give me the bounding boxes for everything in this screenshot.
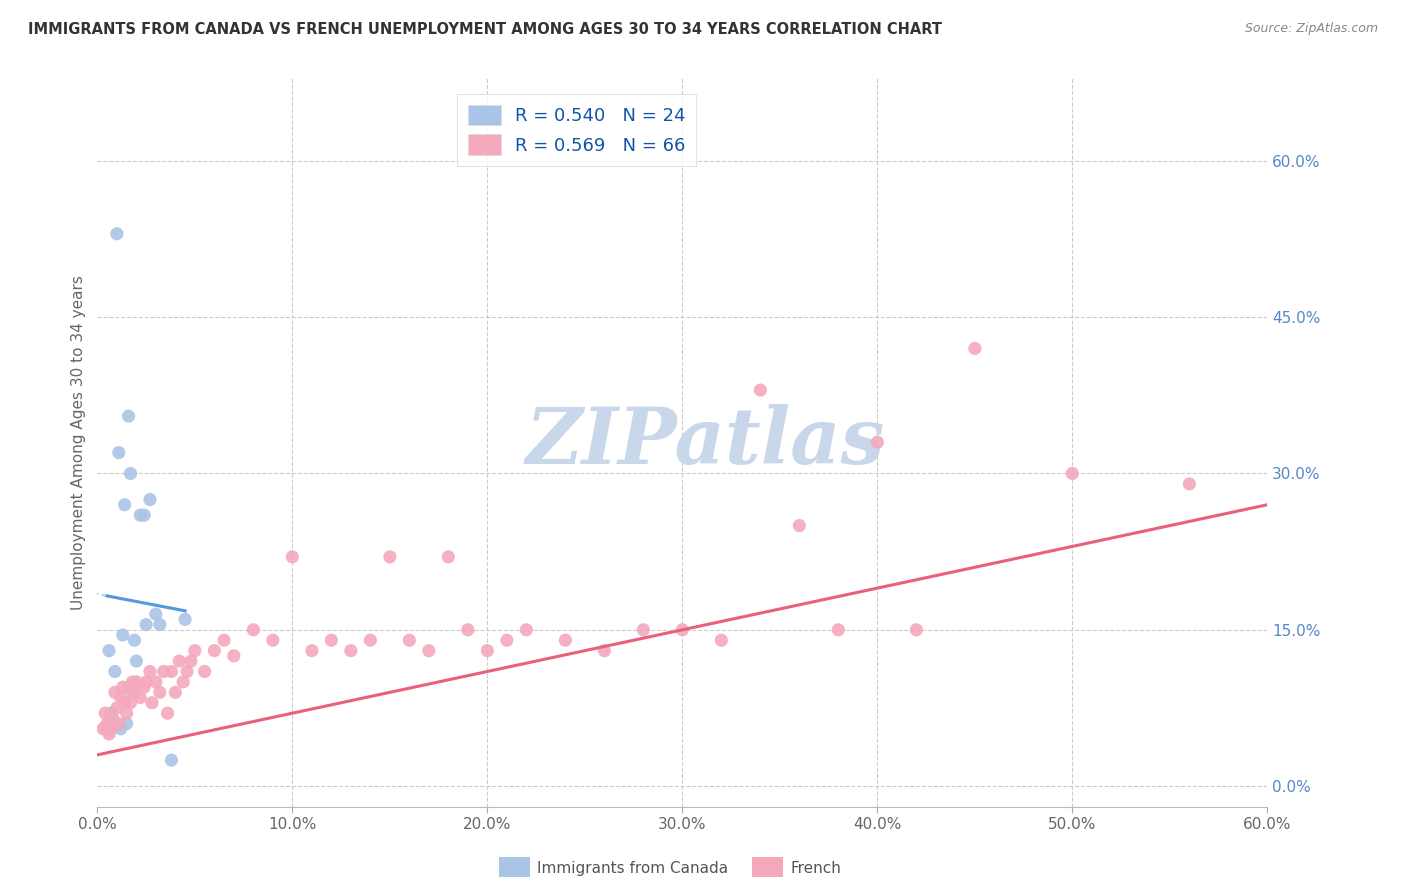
Point: [184, 643, 207, 657]
Point: [398, 633, 420, 648]
Point: [98, 727, 121, 741]
Point: [125, 654, 148, 668]
Point: [100, 722, 122, 736]
Point: [515, 623, 537, 637]
Point: [149, 617, 172, 632]
Point: [139, 665, 162, 679]
Point: [554, 633, 576, 648]
Text: IMMIGRANTS FROM CANADA VS FRENCH UNEMPLOYMENT AMONG AGES 30 TO 34 YEARS CORRELAT: IMMIGRANTS FROM CANADA VS FRENCH UNEMPLO…: [28, 22, 942, 37]
Point: [212, 633, 235, 648]
Point: [120, 467, 142, 481]
Point: [176, 665, 198, 679]
Point: [117, 409, 139, 424]
Point: [152, 665, 174, 679]
Point: [1178, 476, 1201, 491]
Point: [477, 643, 499, 657]
Point: [96, 716, 118, 731]
Point: [160, 665, 183, 679]
Point: [160, 753, 183, 767]
Point: [1062, 467, 1084, 481]
Point: [262, 633, 284, 648]
Point: [91, 722, 114, 736]
Point: [115, 706, 138, 721]
Point: [359, 633, 381, 648]
Y-axis label: Unemployment Among Ages 30 to 34 years: Unemployment Among Ages 30 to 34 years: [72, 275, 86, 609]
Point: [378, 549, 401, 564]
Point: [135, 617, 157, 632]
Point: [281, 549, 304, 564]
Point: [194, 665, 217, 679]
Point: [139, 492, 162, 507]
Point: [129, 508, 152, 523]
Point: [121, 685, 143, 699]
Point: [111, 628, 134, 642]
Point: [905, 623, 928, 637]
Point: [100, 706, 122, 721]
Point: [124, 685, 146, 699]
Point: [104, 665, 127, 679]
Point: [107, 716, 129, 731]
Point: [710, 633, 733, 648]
Point: [671, 623, 693, 637]
Point: [827, 623, 849, 637]
Point: [114, 498, 136, 512]
Point: [125, 674, 148, 689]
Point: [94, 706, 117, 721]
Point: [124, 633, 146, 648]
Point: [789, 518, 811, 533]
Point: [111, 680, 134, 694]
Text: French: French: [790, 862, 841, 876]
Point: [457, 623, 479, 637]
Point: [301, 643, 323, 657]
Point: [321, 633, 343, 648]
Point: [141, 696, 163, 710]
Legend: R = 0.540   N = 24, R = 0.569   N = 66: R = 0.540 N = 24, R = 0.569 N = 66: [457, 94, 696, 166]
Point: [110, 690, 132, 705]
Point: [167, 654, 190, 668]
Point: [134, 508, 156, 523]
Point: [633, 623, 655, 637]
Point: [134, 680, 156, 694]
Point: [105, 701, 128, 715]
Point: [115, 716, 138, 731]
Point: [149, 685, 172, 699]
Point: [96, 722, 118, 736]
Point: [174, 612, 197, 626]
Point: [121, 674, 143, 689]
Text: ZIPatlas: ZIPatlas: [526, 404, 886, 481]
Point: [120, 696, 142, 710]
Point: [117, 680, 139, 694]
Point: [98, 643, 121, 657]
Point: [866, 435, 889, 450]
Point: [437, 549, 460, 564]
Point: [202, 643, 225, 657]
Point: [105, 227, 128, 241]
Point: [114, 696, 136, 710]
Text: Source: ZipAtlas.com: Source: ZipAtlas.com: [1244, 22, 1378, 36]
Point: [145, 674, 167, 689]
Point: [156, 706, 179, 721]
Point: [418, 643, 440, 657]
Point: [107, 445, 129, 459]
Point: [963, 342, 986, 356]
Text: Immigrants from Canada: Immigrants from Canada: [537, 862, 728, 876]
Point: [242, 623, 264, 637]
Point: [145, 607, 167, 622]
Point: [749, 383, 772, 397]
Point: [101, 716, 124, 731]
Point: [165, 685, 187, 699]
Point: [101, 711, 124, 725]
Point: [129, 690, 152, 705]
Point: [593, 643, 616, 657]
Point: [180, 654, 202, 668]
Point: [495, 633, 517, 648]
Point: [135, 674, 157, 689]
Point: [340, 643, 363, 657]
Point: [222, 648, 245, 663]
Point: [110, 722, 132, 736]
Point: [104, 685, 127, 699]
Point: [172, 674, 194, 689]
